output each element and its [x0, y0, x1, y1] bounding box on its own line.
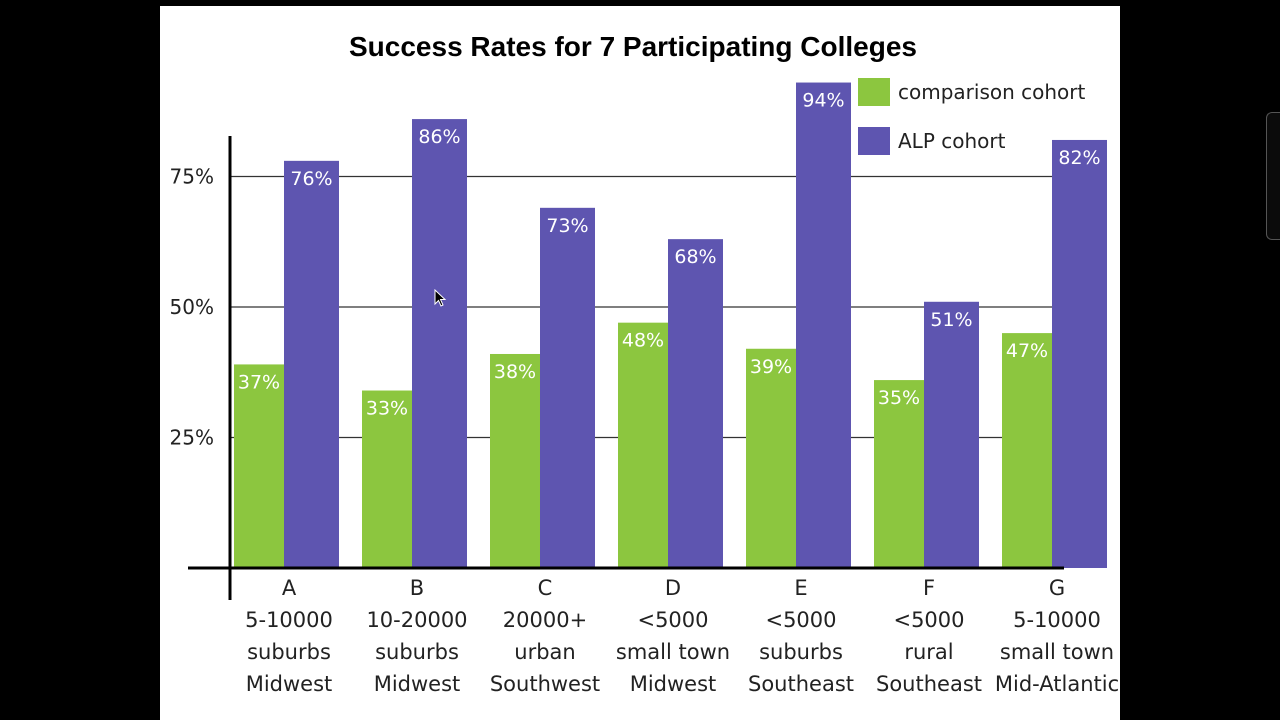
- alp-data-label-G: 82%: [1058, 147, 1100, 169]
- comparison-data-label-G: 47%: [1006, 340, 1048, 362]
- legend-label-1: ALP cohort: [898, 129, 1006, 153]
- category-label-E: E: [794, 576, 807, 600]
- category-detail-C-0: 20000+: [503, 608, 587, 632]
- category-detail-F-2: Southeast: [876, 672, 982, 696]
- y-tick-label-50: 50%: [170, 295, 214, 319]
- category-label-C: C: [538, 576, 553, 600]
- category-labels: A 5-10000 suburbs Midwest B 10-20000 suburbs Mi…: [245, 576, 1119, 696]
- comparison-bar-G: [1002, 333, 1052, 568]
- category-detail-E-1: suburbs: [759, 640, 843, 664]
- y-tick-label-25: 25%: [170, 426, 214, 450]
- legend-label-0: comparison cohort: [898, 80, 1086, 104]
- comparison-bar-D: [618, 322, 668, 568]
- category-detail-F-0: <5000: [893, 608, 964, 632]
- comparison-bar-E: [746, 348, 796, 568]
- alp-data-label-C: 73%: [546, 215, 588, 237]
- category-detail-E-2: Southeast: [748, 672, 854, 696]
- category-detail-D-1: small town: [616, 640, 730, 664]
- category-detail-F-1: rural: [904, 640, 953, 664]
- alp-data-label-B: 86%: [418, 126, 460, 148]
- category-detail-A-2: Midwest: [246, 672, 333, 696]
- y-tick-labels: 25% 50% 75%: [170, 165, 214, 450]
- category-detail-E-0: <5000: [765, 608, 836, 632]
- legend: comparison cohort ALP cohort: [858, 78, 1086, 155]
- side-tab-widget[interactable]: [1266, 112, 1280, 240]
- chart-title: Success Rates for 7 Participating Colleg…: [349, 31, 917, 62]
- category-label-A: A: [282, 576, 297, 600]
- category-label-D: D: [665, 576, 681, 600]
- category-detail-A-0: 5-10000: [245, 608, 333, 632]
- bars: 37% 76% 33% 86% 38% 73% 48% 68% 39% 94% 35% 51% 47% 8…: [234, 82, 1107, 568]
- alp-bar-G: [1052, 139, 1107, 568]
- mouse-cursor-icon: [434, 289, 447, 307]
- category-label-B: B: [410, 576, 424, 600]
- alp-bar-D: [668, 239, 723, 568]
- comparison-bar-B: [362, 390, 412, 568]
- legend-swatch-1: [858, 127, 890, 155]
- category-detail-D-2: Midwest: [630, 672, 717, 696]
- category-label-F: F: [923, 576, 935, 600]
- comparison-data-label-B: 33%: [366, 398, 408, 420]
- slide: Success Rates for 7 Participating Colleg…: [160, 6, 1120, 720]
- alp-data-label-D: 68%: [674, 246, 716, 268]
- category-detail-D-0: <5000: [637, 608, 708, 632]
- comparison-data-label-A: 37%: [238, 371, 280, 393]
- y-tick-label-75: 75%: [170, 165, 214, 189]
- comparison-data-label-F: 35%: [878, 387, 920, 409]
- category-detail-B-1: suburbs: [375, 640, 459, 664]
- category-detail-B-2: Midwest: [374, 672, 461, 696]
- alp-bar-C: [540, 207, 595, 568]
- bar-chart: Success Rates for 7 Participating Colleg…: [170, 31, 1120, 696]
- alp-data-label-F: 51%: [930, 309, 972, 331]
- comparison-data-label-C: 38%: [494, 361, 536, 383]
- comparison-data-label-E: 39%: [750, 356, 792, 378]
- axes: [188, 136, 1064, 600]
- alp-bar-B: [412, 119, 467, 568]
- category-detail-A-1: suburbs: [247, 640, 331, 664]
- comparison-bar-F: [874, 380, 924, 568]
- category-detail-B-0: 10-20000: [366, 608, 467, 632]
- category-detail-G-0: 5-10000: [1013, 608, 1101, 632]
- category-detail-C-2: Southwest: [490, 672, 600, 696]
- comparison-data-label-D: 48%: [622, 330, 664, 352]
- category-detail-G-1: small town: [1000, 640, 1114, 664]
- alp-data-label-E: 94%: [802, 90, 844, 112]
- alp-bar-A: [284, 160, 339, 568]
- alp-bar-E: [796, 82, 851, 568]
- category-detail-G-2: Mid-Atlantic: [995, 672, 1119, 696]
- alp-bar-F: [924, 301, 979, 568]
- alp-data-label-A: 76%: [290, 168, 332, 190]
- category-detail-C-1: urban: [514, 640, 575, 664]
- comparison-bar-C: [490, 353, 540, 568]
- category-label-G: G: [1049, 576, 1065, 600]
- legend-swatch-0: [858, 78, 890, 106]
- comparison-bar-A: [234, 364, 284, 568]
